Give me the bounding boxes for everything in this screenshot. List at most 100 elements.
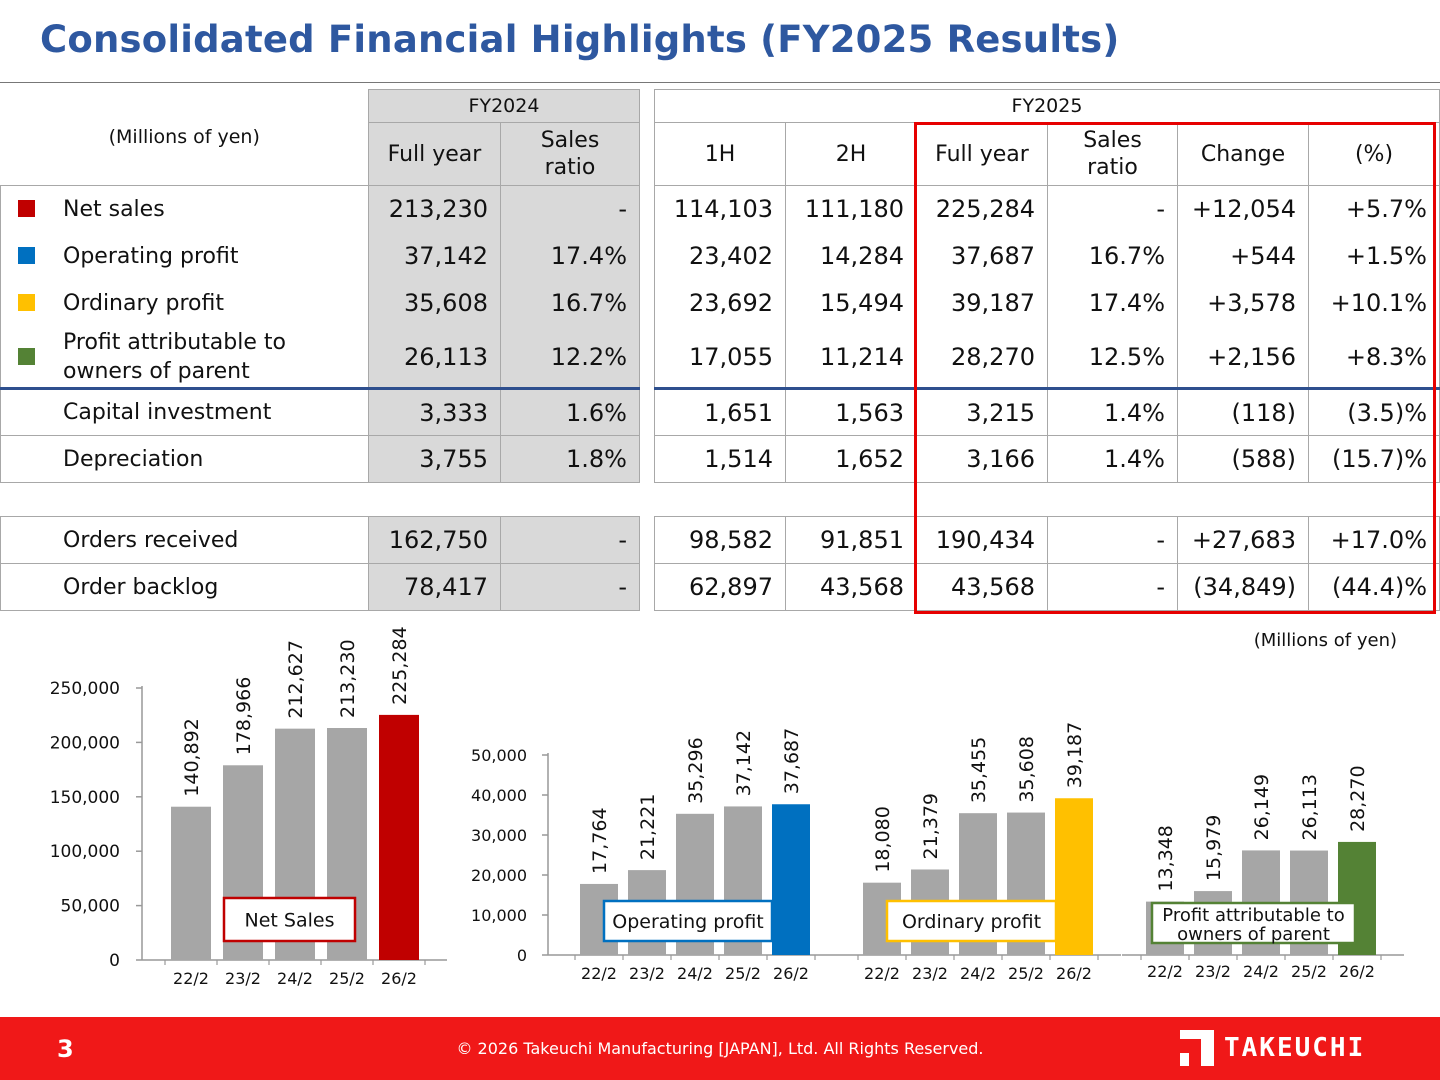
table-row: Capital investment 3,333 1.6% 1,651 1,563 3,2… [0,388,1440,436]
change-pct-value: +10.1% [1308,279,1440,327]
bar-value-label: 17,764 [589,807,611,873]
2h-value: 111,180 [785,185,917,233]
legend-square-icon [18,247,35,264]
y-tick-label: 50,000 [61,897,120,917]
fy24-full-year-value: 3,755 [368,435,501,483]
1h-value: 98,582 [654,516,786,564]
2h-value: 43,568 [785,563,917,611]
col-fy24-sales-ratio: Sales ratio [500,122,640,186]
y-tick-label: 50,000 [471,746,527,765]
fy24-sales-ratio-value: - [500,516,640,564]
sales-ratio-value: 1.4% [1047,435,1178,483]
y-tick-label: 200,000 [50,733,120,753]
legend-square-icon [18,348,35,365]
sales-ratio-value: - [1047,563,1178,611]
bar-value-label: 213,230 [337,639,359,718]
row-label: Profit attributable to owners of parent [0,326,369,390]
change-pct-value: (44.4)% [1308,563,1440,611]
x-tick-label: 23/2 [1195,962,1231,981]
fy24-full-year-value: 78,417 [368,563,501,611]
1h-value: 1,514 [654,435,786,483]
y-tick-label: 150,000 [50,788,120,808]
col-1h: 1H [654,122,786,186]
footer-bar: 3 © 2026 Takeuchi Manufacturing [JAPAN],… [0,1017,1440,1080]
x-tick-label: 24/2 [277,969,313,988]
table-spacer-row [1,483,1440,517]
page-number: 3 [57,1035,74,1063]
x-tick-label: 26/2 [381,969,417,988]
change-value: +544 [1177,232,1309,280]
full-year-value: 225,284 [916,185,1048,233]
y-tick-label: 10,000 [471,906,527,925]
y-tick-label: 40,000 [471,786,527,805]
x-tick-label: 24/2 [1243,962,1279,981]
row-label: Depreciation [0,435,369,483]
sales-ratio-value: 1.4% [1047,388,1178,436]
takeuchi-logo: TAKEUCHI [1180,1030,1365,1066]
chart-title: Net Sales [245,910,335,932]
full-year-value: 39,187 [916,279,1048,327]
fy24-sales-ratio-value: - [500,185,640,233]
fy24-sales-ratio-value: 17.4% [500,232,640,280]
2h-value: 1,652 [785,435,917,483]
bar [379,714,419,960]
bar-value-label: 37,687 [781,728,803,794]
full-year-value: 190,434 [916,516,1048,564]
x-tick-label: 25/2 [1008,964,1044,983]
chart-unit-label: (Millions of yen) [1253,630,1397,651]
chart-title-box [222,896,357,943]
x-tick-label: 26/2 [773,964,809,983]
change-value: +12,054 [1177,185,1309,233]
full-year-value: 37,687 [916,232,1048,280]
column-gap [639,563,655,611]
y-tick-label: 20,000 [471,866,527,885]
2h-value: 11,214 [785,326,917,390]
2h-value: 15,494 [785,279,917,327]
col-pct: (%) [1308,122,1440,186]
page-title: Consolidated Financial Highlights (FY202… [40,18,1120,61]
x-tick-label: 22/2 [173,969,209,988]
col-fy24-full-year: Full year [368,122,501,186]
table-row: Net sales 213,230-114,103 111,180 225,284- +… [0,185,1440,233]
x-tick-label: 22/2 [1147,962,1183,981]
y-tick-label: 100,000 [50,842,120,862]
y-tick-label: 0 [517,946,527,965]
1h-value: 62,897 [654,563,786,611]
column-gap [639,185,655,233]
full-year-value: 28,270 [916,326,1048,390]
x-tick-label: 23/2 [629,964,665,983]
column-gap [639,388,655,436]
fy24-sales-ratio-value: 12.2% [500,326,640,390]
table-row: Operating profit 37,142 17.4% 23,402 14,284 3… [0,232,1440,280]
1h-value: 1,651 [654,388,786,436]
bar-value-label: 35,296 [685,737,707,803]
bar-value-label: 39,187 [1064,722,1086,788]
fy24-full-year-value: 3,333 [368,388,501,436]
table-row: Orders received 162,750-98,582 91,851 190,4… [0,516,1440,564]
change-pct-value: +8.3% [1308,326,1440,390]
sales-ratio-value: - [1047,185,1178,233]
2h-value: 91,851 [785,516,917,564]
fy24-sales-ratio-value: 16.7% [500,279,640,327]
logo-mark-icon [1180,1030,1214,1066]
bar [772,804,810,955]
2h-value: 14,284 [785,232,917,280]
y-tick-label: 250,000 [50,679,120,699]
bar-value-label: 35,608 [1016,736,1038,802]
row-label: Capital investment [0,388,369,436]
sales-ratio-value: 16.7% [1047,232,1178,280]
col-2h: 2H [785,122,917,186]
bar-value-label: 28,270 [1347,765,1369,831]
fy24-sales-ratio-value: 1.8% [500,435,640,483]
x-tick-label: 22/2 [864,964,900,983]
fy2024-header: FY2024 [368,89,640,123]
table-unit-label: (Millions of yen) [0,89,369,186]
change-value: (588) [1177,435,1309,483]
x-tick-label: 25/2 [329,969,365,988]
fy24-full-year-value: 213,230 [368,185,501,233]
1h-value: 114,103 [654,185,786,233]
bar-value-label: 178,966 [233,677,255,756]
change-value: (118) [1177,388,1309,436]
table-row: Ordinary profit 35,608 16.7% 23,692 15,494 39… [0,279,1440,327]
x-tick-label: 23/2 [912,964,948,983]
